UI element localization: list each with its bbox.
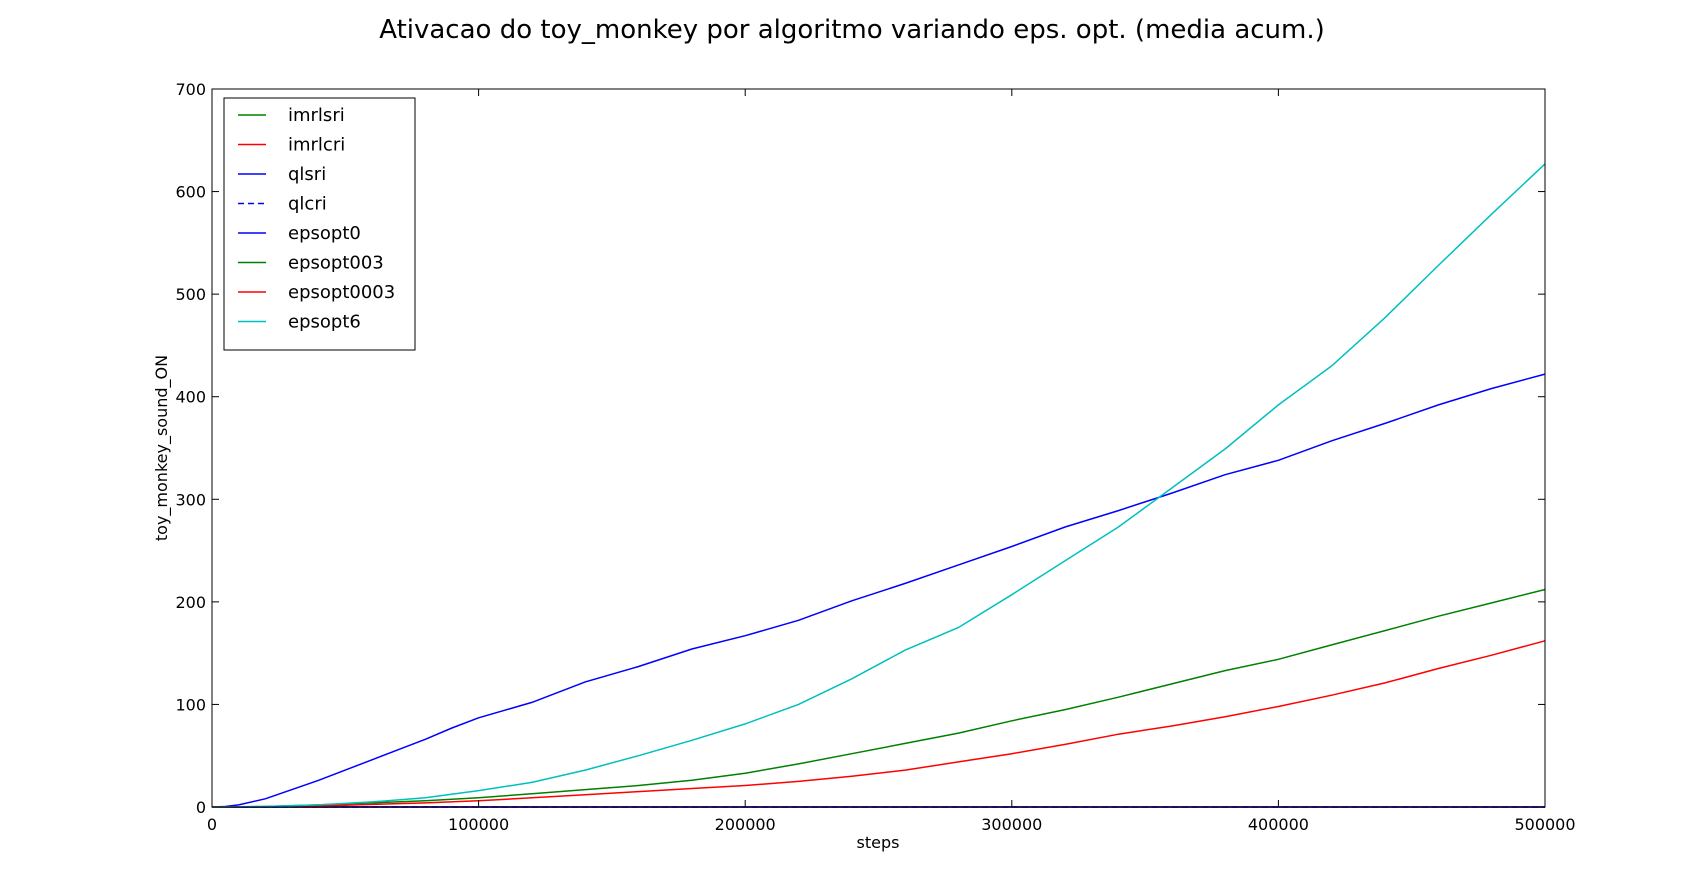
legend-label-epsopt6: epsopt6	[288, 312, 361, 333]
legend-label-epsopt0003: epsopt0003	[288, 282, 395, 303]
legend-box	[223, 97, 416, 351]
x-tick-label: 200000	[715, 815, 776, 834]
y-tick-label: 400	[175, 388, 206, 407]
y-tick-label: 500	[175, 285, 206, 304]
series-line-epsopt003	[211, 588, 1546, 808]
plot-frame	[211, 88, 1546, 808]
series-line-epsopt0003	[211, 640, 1546, 808]
y-tick-label: 600	[175, 183, 206, 202]
ticks-layer: 0 100000 200000 300000 400000 500000 0 100 200 30…	[175, 80, 1575, 834]
legend-label-epsopt003: epsopt003	[288, 253, 384, 274]
legend: imrlsri imrlcri qlsri qlcri epsopt0 epsopt003…	[223, 97, 416, 351]
series-line-epsopt0	[211, 373, 1546, 808]
x-axis-label: steps	[857, 833, 900, 852]
y-tick-label: 300	[175, 490, 206, 509]
x-tick-label: 0	[207, 815, 217, 834]
x-tick-label: 400000	[1248, 815, 1309, 834]
legend-label-imrlcri: imrlcri	[288, 135, 345, 156]
legend-label-qlcri: qlcri	[288, 194, 327, 215]
y-tick-label: 700	[175, 80, 206, 99]
y-tick-label: 200	[175, 593, 206, 612]
y-axis-label: toy_monkey_sound_ON	[152, 355, 172, 541]
x-tick-label: 300000	[981, 815, 1042, 834]
series-line-epsopt6	[211, 163, 1546, 808]
chart-title: Ativacao do toy_monkey por algoritmo var…	[379, 15, 1325, 45]
y-tick-label: 100	[175, 695, 206, 714]
legend-label-imrlsri: imrlsri	[288, 105, 345, 126]
legend-label-epsopt0: epsopt0	[288, 223, 361, 244]
x-tick-label: 100000	[448, 815, 509, 834]
legend-label-qlsri: qlsri	[288, 164, 326, 185]
x-tick-label: 500000	[1514, 815, 1575, 834]
y-tick-label: 0	[196, 798, 206, 817]
